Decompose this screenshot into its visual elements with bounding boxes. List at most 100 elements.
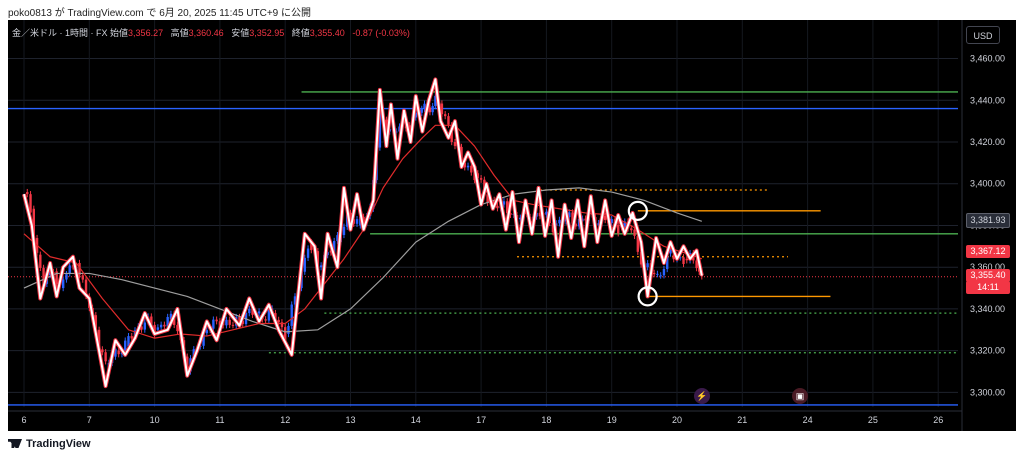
candle-body	[545, 211, 548, 215]
tradingview-logo[interactable]: TradingView	[8, 438, 91, 450]
candle-body	[159, 324, 163, 328]
candle-body	[248, 308, 251, 314]
candle-body	[662, 269, 666, 276]
publish-caption-bar: poko0813 が TradingView.com で 6月 20, 2025…	[0, 0, 1024, 20]
legend-symbol[interactable]: 金／米ドル · 1時間 · FX	[12, 28, 108, 38]
candle-body	[558, 219, 561, 224]
candle-body	[431, 106, 434, 113]
candle-body	[215, 319, 218, 322]
candle-body	[150, 316, 153, 325]
y-tick-label: 3,460.00	[970, 54, 1005, 64]
legend-low-label: 安値	[231, 28, 250, 38]
candle-body	[332, 240, 336, 253]
us-flag-event-icon[interactable]: ▣	[792, 388, 808, 404]
fast-moving-average	[23, 124, 703, 339]
candle-body	[571, 212, 574, 224]
candle-body	[672, 254, 675, 260]
candle-body	[695, 260, 698, 269]
candle-body	[506, 201, 509, 214]
candle-body	[659, 275, 662, 277]
candle-body	[156, 327, 160, 330]
candle-body	[264, 319, 267, 321]
candle-body	[124, 340, 127, 353]
candle-body	[646, 263, 649, 268]
lightning-event-icon[interactable]: ⚡	[694, 388, 710, 404]
candle-body	[257, 311, 261, 314]
candle-body	[114, 348, 117, 357]
candle-body	[502, 201, 506, 205]
candle-body	[61, 279, 65, 289]
candle-body	[398, 126, 401, 132]
candle-body	[68, 265, 71, 274]
y-tick-label: 3,420.00	[970, 137, 1005, 147]
candle-body	[127, 336, 130, 347]
candle-body	[652, 272, 656, 275]
candle-body	[130, 336, 133, 339]
x-tick-label: 11	[215, 415, 224, 425]
candle-body	[97, 329, 101, 350]
y-tick-label: 3,400.00	[970, 179, 1005, 189]
candle-body	[336, 235, 339, 241]
candle-body	[212, 319, 215, 329]
candle-body	[228, 319, 231, 325]
chart-pane[interactable]: 3,460.003,440.003,420.003,400.003,380.00…	[8, 20, 1016, 431]
candle-body	[267, 309, 271, 321]
x-tick-label: 17	[476, 415, 486, 425]
candle-body	[202, 333, 205, 346]
candle-body	[310, 242, 313, 251]
candle-body	[470, 165, 473, 173]
candle-body	[630, 228, 633, 231]
candle-body	[117, 350, 120, 355]
candle-body	[319, 265, 323, 268]
candle-body	[48, 272, 52, 276]
candle-body	[32, 208, 35, 239]
candle-body	[423, 103, 426, 109]
x-tick-label: 13	[345, 415, 355, 425]
x-tick-label: 19	[607, 415, 617, 425]
logo-text: TradingView	[26, 438, 91, 450]
legend-low-value: 3,352.95	[249, 28, 285, 38]
candle-body	[538, 212, 542, 217]
candle-body	[633, 229, 636, 236]
candle-body	[225, 319, 228, 326]
x-tick-label: 7	[87, 415, 92, 425]
price-chart[interactable]: 3,460.003,440.003,420.003,400.003,380.00…	[8, 20, 1016, 431]
candle-body	[26, 192, 29, 195]
candle-body	[65, 274, 68, 280]
candle-body	[293, 296, 297, 305]
candle-body	[290, 304, 293, 326]
legend-open-value: 3,356.27	[128, 28, 164, 38]
candle-body	[519, 217, 522, 220]
legend-close-value: 3,355.40	[309, 28, 345, 38]
y-tick-label: 3,320.00	[970, 346, 1005, 356]
candle-body	[685, 258, 688, 261]
currency-button[interactable]: USD	[966, 26, 1000, 44]
candle-body	[682, 257, 685, 264]
ohlc-legend: 金／米ドル · 1時間 · FX 始値3,356.27 高値3,360.46 安…	[12, 26, 415, 39]
candle-body	[603, 215, 607, 220]
candle-body	[284, 327, 287, 341]
price-path	[23, 78, 703, 388]
candle-body	[420, 108, 423, 113]
countdown-tag: 14:11	[966, 281, 1010, 294]
y-tick-label: 3,340.00	[970, 304, 1005, 314]
candle-body	[623, 221, 626, 227]
x-tick-label: 21	[737, 415, 747, 425]
candle-body	[277, 319, 280, 323]
footer-bar: TradingView	[0, 431, 1024, 457]
candle-body	[679, 257, 682, 259]
x-tick-label: 14	[411, 415, 421, 425]
candle-body	[447, 116, 450, 125]
candle-body	[205, 330, 209, 334]
candle-body	[669, 250, 672, 254]
candle-body	[617, 225, 620, 234]
candle-body	[486, 194, 489, 203]
candle-body	[287, 325, 290, 334]
candle-body	[42, 267, 45, 286]
x-tick-label: 6	[21, 415, 26, 425]
candle-body	[568, 212, 571, 218]
candle-body	[280, 322, 284, 328]
candle-body	[176, 324, 179, 332]
candle-body	[349, 212, 352, 220]
candle-body	[597, 223, 600, 226]
